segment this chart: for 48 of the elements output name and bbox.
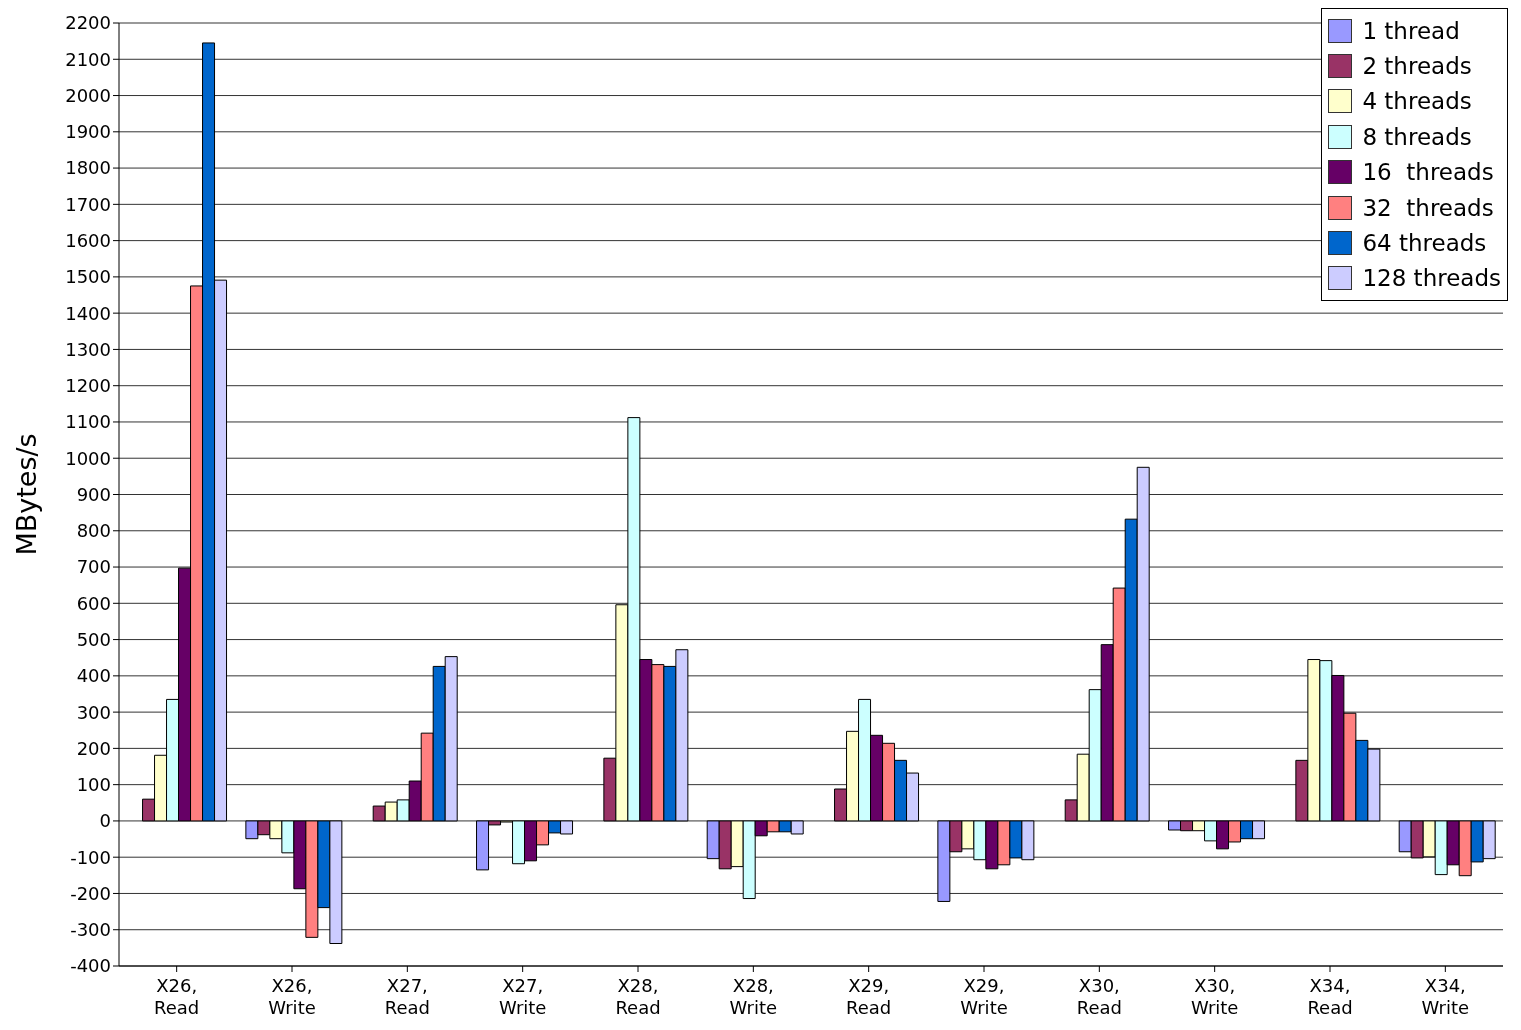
- y-tick-label: 1300: [65, 338, 111, 360]
- x-tick-label: X28, Write: [729, 975, 778, 1018]
- y-tick-label: 800: [76, 520, 111, 542]
- y-tick-label: 1900: [65, 121, 111, 143]
- y-tick-label: 400: [76, 665, 111, 687]
- y-tick-label: 2000: [65, 84, 111, 106]
- y-tick-label: 1700: [65, 193, 111, 215]
- y-tick-label: 100: [76, 774, 111, 796]
- y-tick-label: -400: [70, 955, 111, 977]
- y-axis-title: MBytes/s: [10, 433, 42, 556]
- y-tick-label: -300: [70, 919, 111, 941]
- x-tick-label: X30, Read: [1076, 975, 1122, 1018]
- y-tick-label: 1500: [65, 266, 111, 288]
- x-tick-label: X27, Read: [384, 975, 430, 1018]
- y-tick-label: 2100: [65, 48, 111, 70]
- y-tick-label: 0: [99, 810, 111, 832]
- y-tick-label: 500: [76, 628, 111, 650]
- legend-label: 16 threads: [1362, 159, 1494, 186]
- y-tick-label: 1800: [65, 157, 111, 179]
- legend-label: 1 thread: [1362, 17, 1460, 44]
- y-tick-label: 600: [76, 592, 111, 614]
- legend-label: 8 threads: [1362, 123, 1472, 150]
- x-tick-label: X28, Read: [615, 975, 661, 1018]
- y-tick-label: 1000: [65, 447, 111, 469]
- x-tick-label: X30, Write: [1190, 975, 1239, 1018]
- y-tick-label: -200: [70, 882, 111, 904]
- legend-label: 4 threads: [1362, 88, 1472, 115]
- legend-label: 2 threads: [1362, 53, 1472, 80]
- legend-label: 32 threads: [1362, 194, 1494, 221]
- y-tick-label: -100: [70, 846, 111, 868]
- y-tick-label: 900: [76, 483, 111, 505]
- y-tick-label: 1200: [65, 375, 111, 397]
- y-tick-label: 1600: [65, 230, 111, 252]
- legend-label: 128 threads: [1362, 265, 1501, 292]
- y-tick-label: 300: [76, 701, 111, 723]
- y-tick-label: 700: [76, 556, 111, 578]
- x-tick-label: X26, Write: [268, 975, 316, 1018]
- y-tick-label: 1100: [65, 411, 111, 433]
- y-tick-label: 2200: [65, 12, 111, 34]
- x-tick-label: X26, Read: [154, 975, 200, 1018]
- y-tick-label: 1400: [65, 302, 111, 324]
- legend-label: 64 threads: [1362, 230, 1487, 257]
- x-tick-label: X34, Read: [1307, 975, 1353, 1018]
- x-tick-label: X34, Write: [1421, 975, 1470, 1018]
- y-tick-label: 200: [76, 737, 111, 759]
- x-tick-label: X27, Write: [498, 975, 547, 1018]
- x-tick-label: X29, Write: [960, 975, 1008, 1018]
- x-tick-label: X29, Read: [846, 975, 892, 1018]
